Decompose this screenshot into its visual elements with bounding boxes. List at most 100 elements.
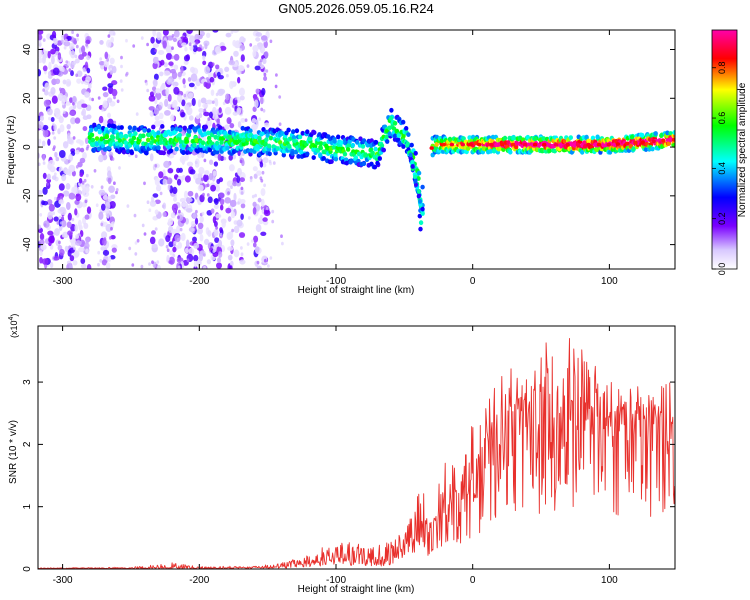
spectrogram-noise-cell [189,35,195,44]
spectrogram-noise-cell [85,173,89,178]
spectrogram-noise-cell [173,64,179,71]
spectrogram-ridge-cell [590,135,596,141]
spectrogram-noise-cell [67,230,73,236]
spectrogram-ridge-cell [374,140,379,145]
spectrogram-noise-cell [236,219,243,227]
spectrogram-noise-cell [253,235,259,243]
spectrogram-noise-cell [118,166,121,170]
spectrogram-peak-cell [477,142,482,147]
spectrogram-x-tick-label: -300 [53,276,73,287]
spectrogram-noise-cell [252,50,257,58]
spectrogram-noise-cell [53,256,60,261]
spectrogram-ridge-cell [502,135,508,141]
snr-series-line [37,338,676,570]
spectrogram-ridge-cell [300,130,305,136]
spectrogram-noise-cell [185,208,193,213]
spectrogram-noise-cell [229,265,233,269]
spectrogram-noise-cell [120,55,123,60]
spectrogram-noise-cell [108,185,115,193]
spectrogram-noise-cell [192,212,197,220]
spectrogram-branch-cell [405,141,410,147]
spectrogram-noise-cell [99,259,103,263]
spectrogram-ridge-cell [142,127,147,133]
spectrogram-y-tick-label: 0 [22,144,33,150]
spectrogram-noise-cell [229,199,237,208]
spectrogram-noise-cell [99,57,103,61]
spectrogram-noise-cell [165,244,169,249]
spectrogram-ridge-cell [360,144,366,149]
spectrogram-ridge-cell [118,142,124,148]
spectrogram-ridge-cell [174,126,180,132]
spectrogram-ridge-cell [290,151,295,156]
spectrogram-noise-cell [38,189,43,196]
spectrogram-noise-cell [59,124,65,133]
spectrogram-noise-cell [184,104,190,111]
spectrogram-noise-cell [77,219,82,228]
spectrogram-noise-cell [146,42,150,47]
spectrogram-ridge-cell [206,130,211,136]
spectrogram-ridge-cell [286,127,291,133]
spectrogram-noise-cell [86,206,92,214]
spectrogram-ridge-cell [568,135,573,141]
spectrogram-noise-cell [79,172,84,178]
spectrogram-noise-cell [202,265,207,269]
spectrogram-noise-cell [236,107,242,115]
spectrogram-noise-cell [233,50,239,57]
spectrogram-noise-cell [75,165,79,169]
spectrogram-ridge-cell [119,125,124,130]
spectrogram-ridge-cell [192,142,197,148]
spectrogram-noise-cell [59,248,65,256]
spectrogram-ridge-cell [219,140,224,145]
spectrogram-noise-cell [85,248,89,254]
spectrogram-noise-cell [212,30,219,33]
spectrogram-noise-cell [227,191,230,195]
spectrogram-noise-cell [102,119,108,127]
spectrogram-noise-cell [166,35,174,41]
spectrogram-ridge-cell [121,149,127,155]
spectrogram-y-tick-label: 40 [22,44,33,56]
spectrogram-noise-cell [149,236,156,245]
spectrogram-noise-cell [81,80,84,85]
spectrogram-ridge-cell [263,141,268,147]
spectrogram-noise-cell [167,79,171,83]
spectrogram-noise-cell [74,54,78,59]
spectrogram-noise-cell [179,227,183,232]
spectrogram-noise-cell [152,193,159,198]
spectrogram-noise-cell [164,110,171,116]
spectrogram-peak-cell [522,142,528,147]
spectrogram-noise-cell [78,178,83,184]
spectrogram-peak-cell [468,142,473,147]
spectrogram-noise-cell [72,136,76,140]
spectrogram-noise-cell [136,239,140,243]
spectrogram-noise-cell [173,30,180,38]
spectrogram-noise-cell [50,235,55,244]
spectrogram-ridge-cell [318,145,323,151]
spectrogram-noise-cell [239,177,245,183]
spectrogram-noise-cell [126,204,130,208]
spectrogram-noise-cell [281,241,284,246]
spectrogram-noise-cell [171,203,178,212]
spectrogram-noise-cell [194,160,198,165]
spectrogram-noise-cell [167,168,174,174]
spectrogram-noise-cell [177,215,180,220]
spectrogram-noise-cell [177,265,181,269]
spectrogram-ridge-cell [311,155,316,161]
spectrogram-noise-cell [38,142,41,147]
spectrogram-noise-cell [154,227,158,231]
spectrogram-noise-cell [107,170,112,178]
spectrogram-noise-cell [190,220,196,228]
spectrogram-noise-cell [255,119,259,128]
spectrogram-noise-cell [225,32,232,38]
spectrogram-ridge-cell [184,139,190,144]
spectrogram-noise-cell [197,227,203,235]
spectrogram-noise-cell [209,159,214,165]
spectrogram-noise-cell [151,230,156,235]
spectrogram-noise-cell [221,220,226,228]
spectrogram-noise-cell [239,48,243,52]
spectrogram-noise-cell [207,230,212,237]
spectrogram-noise-cell [58,149,66,159]
spectrogram-noise-cell [234,96,238,101]
spectrogram-ridge-cell [392,120,398,126]
spectrogram-noise-cell [46,173,51,180]
spectrogram-noise-cell [86,55,91,61]
